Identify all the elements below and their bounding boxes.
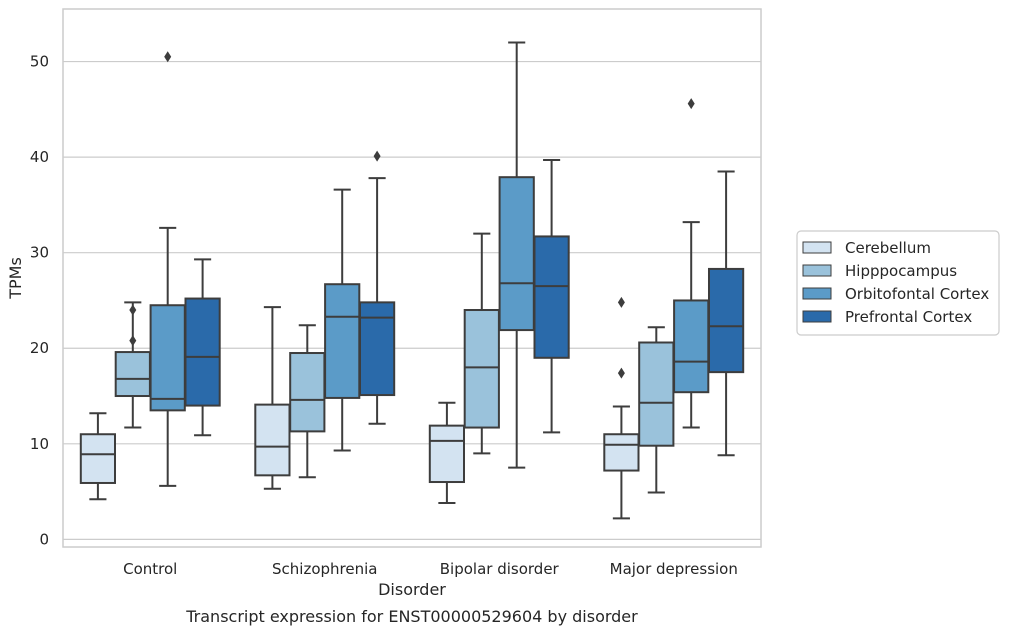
legend-item: Prefrontal Cortex [802, 308, 972, 326]
legend-label: Hipppocampus [845, 262, 957, 280]
box-2-2 [498, 41, 535, 469]
box-0-2 [149, 51, 186, 487]
box-2-1 [463, 232, 500, 455]
chart-caption: Transcript expression for ENST0000052960… [185, 607, 638, 626]
outlier-point [617, 296, 625, 308]
outlier-point [164, 51, 172, 63]
box-1-2 [324, 188, 361, 452]
box-3-3 [707, 170, 745, 457]
box-1-3 [358, 150, 396, 425]
x-axis-ticks: Control Schizophrenia Bipolar disorder Majo… [123, 560, 738, 578]
box-iqr [79, 433, 117, 484]
box-iqr [289, 352, 326, 433]
box-iqr [149, 304, 186, 412]
legend-swatch [802, 264, 832, 277]
outlier-point [687, 98, 695, 110]
box-0-3 [184, 258, 221, 437]
box-iqr [498, 176, 535, 332]
y-axis-title: TPMs [6, 257, 25, 300]
legend-swatch [802, 241, 832, 254]
box-iqr [254, 403, 291, 477]
box-iqr [533, 235, 570, 359]
x-tick-label: Schizophrenia [272, 560, 377, 578]
outlier-point [129, 304, 137, 316]
box-2-0 [428, 401, 466, 505]
y-tick-label: 40 [30, 148, 49, 166]
box-0-1 [114, 301, 151, 429]
legend-item: Cerebellum [802, 239, 931, 257]
outlier-point [373, 150, 381, 162]
y-tick-label: 20 [30, 339, 49, 357]
outlier-point [617, 367, 625, 379]
box-iqr [638, 341, 675, 447]
box-iqr [673, 299, 710, 394]
box-2-3 [533, 158, 570, 434]
y-axis-ticks: 0 10 20 30 40 50 [30, 53, 49, 549]
y-tick-label: 30 [30, 244, 49, 262]
box-iqr [603, 433, 640, 472]
plot-frame [62, 8, 762, 548]
box-1-1 [289, 324, 326, 479]
box-3-0 [603, 296, 640, 520]
box-iqr [707, 267, 745, 374]
box-1-0 [254, 306, 291, 490]
box-iqr [114, 351, 151, 398]
x-tick-label: Control [123, 560, 177, 578]
legend-label: Cerebellum [845, 239, 931, 257]
legend-label: Prefrontal Cortex [845, 308, 972, 326]
box-groups [79, 41, 745, 520]
x-axis-title: Disorder [378, 580, 446, 599]
box-3-2 [673, 98, 710, 429]
legend-swatch [802, 287, 832, 300]
box-iqr [428, 424, 466, 484]
box-0-0 [79, 412, 117, 501]
outlier-point [129, 335, 137, 347]
x-tick-label: Major depression [610, 560, 738, 578]
y-tick-label: 0 [39, 530, 49, 548]
box-iqr [324, 283, 361, 399]
legend-item: Hipppocampus [802, 262, 957, 280]
y-tick-label: 10 [30, 435, 49, 453]
legend-frame [796, 230, 1000, 336]
legend-item: Orbitofontal Cortex [802, 285, 989, 303]
box-3-1 [638, 326, 675, 494]
box-iqr [184, 297, 221, 407]
box-iqr [358, 301, 396, 397]
box-iqr [463, 309, 500, 429]
legend: Cerebellum Hipppocampus Orbitofontal Corte… [796, 230, 1000, 336]
y-tick-label: 50 [30, 53, 49, 71]
legend-label: Orbitofontal Cortex [845, 285, 989, 303]
x-tick-label: Bipolar disorder [440, 560, 560, 578]
legend-swatch [802, 310, 832, 323]
